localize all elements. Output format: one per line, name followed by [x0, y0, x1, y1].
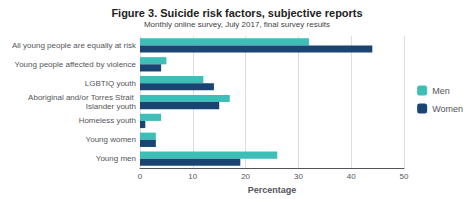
svg-text:0: 0 — [138, 172, 143, 181]
svg-text:Women: Women — [432, 104, 463, 114]
svg-text:20: 20 — [241, 172, 250, 181]
svg-text:40: 40 — [347, 172, 356, 181]
svg-text:Young women: Young women — [86, 135, 136, 144]
svg-text:Islander youth: Islander youth — [86, 102, 136, 111]
svg-text:10: 10 — [188, 172, 197, 181]
svg-text:All young people are equally a: All young people are equally at risk — [12, 41, 137, 50]
svg-text:30: 30 — [294, 172, 303, 181]
svg-text:Aboriginal and/or Torres Strai: Aboriginal and/or Torres Strait — [28, 93, 136, 102]
svg-text:Young men: Young men — [96, 154, 136, 163]
svg-text:Men: Men — [432, 86, 450, 96]
svg-text:Monthly online survey, July 20: Monthly online survey, July 2017, final … — [144, 20, 330, 29]
svg-text:Young people affected by viole: Young people affected by violence — [15, 60, 137, 69]
svg-text:50: 50 — [400, 172, 409, 181]
svg-text:Percentage: Percentage — [248, 185, 297, 195]
svg-text:Figure 3. Suicide risk factors: Figure 3. Suicide risk factors, subjecti… — [111, 7, 362, 19]
svg-text:LGBTIQ youth: LGBTIQ youth — [85, 79, 136, 88]
svg-text:Homeless youth: Homeless youth — [79, 116, 136, 125]
